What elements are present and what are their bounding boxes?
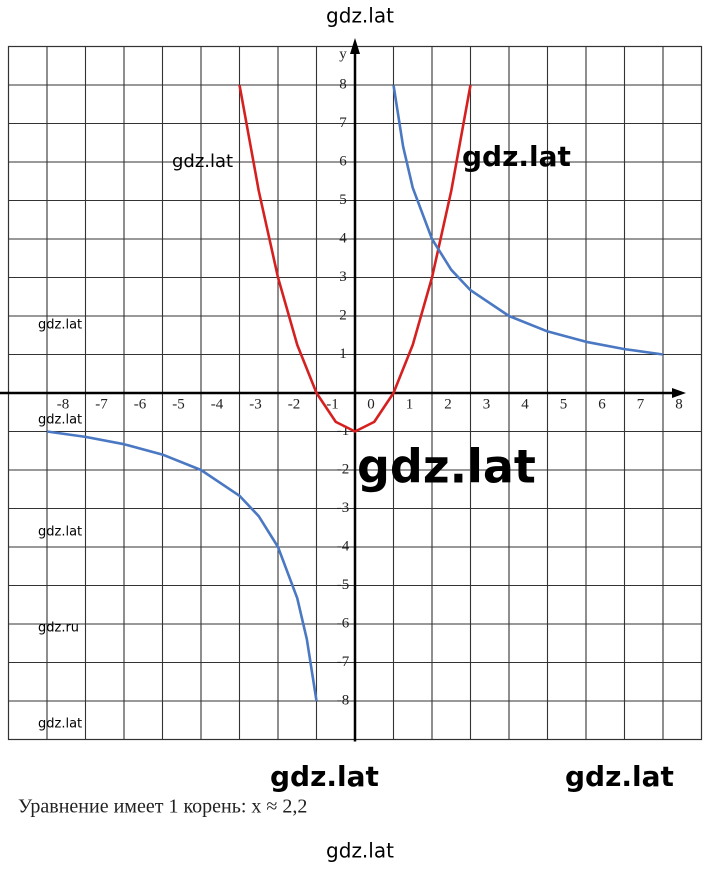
y-tick-label: 5 bbox=[339, 192, 347, 208]
y-tick-label: 4 bbox=[339, 230, 347, 246]
y-tick-label: 8 bbox=[339, 76, 347, 92]
watermark: gdz.lat bbox=[326, 4, 394, 28]
y-tick-label: -7 bbox=[337, 654, 350, 670]
x-tick-label: -5 bbox=[172, 396, 185, 412]
x-tick-label: 5 bbox=[560, 396, 568, 412]
x-tick-label: -4 bbox=[211, 396, 224, 412]
x-tick-label: 3 bbox=[483, 396, 491, 412]
x-tick-label: 4 bbox=[521, 396, 529, 412]
x-tick-label: -7 bbox=[95, 396, 108, 412]
x-tick-label: -6 bbox=[134, 396, 147, 412]
y-tick-label: 2 bbox=[339, 307, 347, 323]
y-tick-label: -4 bbox=[337, 538, 350, 554]
y-axis-arrow bbox=[350, 38, 360, 54]
x-tick-label: 8 bbox=[675, 396, 683, 412]
caption: Уравнение имеет 1 корень: x ≈ 2,2 bbox=[18, 796, 307, 818]
y-tick-label: -2 bbox=[337, 461, 350, 477]
y-tick-label: 1 bbox=[339, 346, 347, 362]
y-tick-label: -8 bbox=[337, 692, 350, 708]
y-tick-label: -5 bbox=[337, 577, 350, 593]
x-axis-arrow bbox=[672, 388, 686, 398]
watermark: gdz.lat bbox=[38, 525, 82, 540]
watermark: gdz.lat bbox=[326, 839, 394, 863]
x-tick-label: 1 bbox=[406, 396, 414, 412]
y-tick-label: 6 bbox=[339, 153, 347, 169]
x-tick-label: -8 bbox=[57, 396, 70, 412]
watermark: gdz.lat bbox=[462, 140, 571, 173]
x-tick-label: 7 bbox=[637, 396, 645, 412]
watermark: gdz.lat bbox=[357, 440, 536, 494]
y-tick-label: -3 bbox=[337, 500, 350, 516]
y-tick-label: 7 bbox=[339, 115, 347, 131]
data-line bbox=[46, 84, 664, 702]
y-axis-label: y bbox=[339, 46, 347, 62]
x-tick-label: -2 bbox=[288, 396, 301, 412]
data-line bbox=[238, 84, 472, 433]
watermark: gdz.lat bbox=[270, 760, 379, 793]
watermark: gdz.lat bbox=[172, 151, 233, 172]
plot-area: -8 -7 -6 -5 -4 -3 -2 -1 0 1 2 3 4 5 6 7 8-8-7-6-5-4-3-2-… bbox=[0, 38, 703, 742]
watermark: gdz.lat bbox=[38, 717, 82, 732]
watermark: gdz.lat bbox=[38, 413, 82, 428]
y-tick-label: 3 bbox=[339, 269, 347, 285]
y-tick-label: -6 bbox=[337, 615, 350, 631]
watermark: gdz.ru bbox=[38, 621, 79, 636]
watermark: gdz.lat bbox=[565, 760, 674, 793]
watermark: gdz.lat bbox=[38, 318, 82, 333]
x-tick-label: -3 bbox=[249, 396, 262, 412]
x-tick-label: -1 bbox=[326, 396, 339, 412]
x-tick-label: 2 bbox=[444, 396, 452, 412]
x-tick-label: 6 bbox=[598, 396, 606, 412]
x-tick-label: 0 bbox=[367, 396, 375, 412]
